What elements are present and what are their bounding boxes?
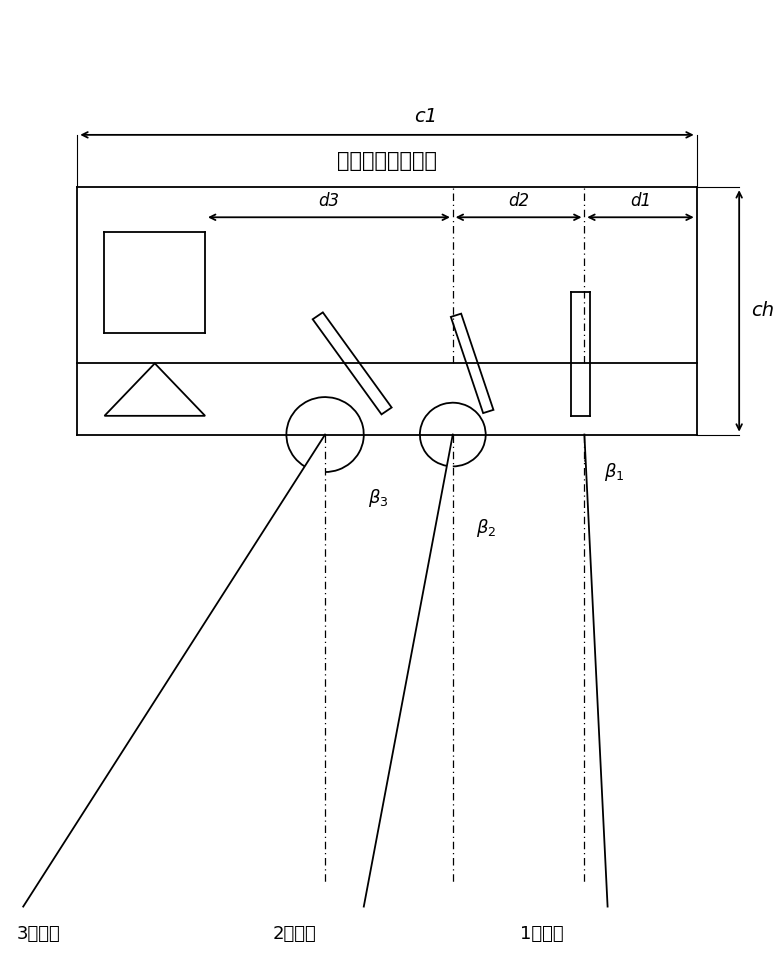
Text: $\beta_{2}$: $\beta_{2}$ <box>476 517 496 539</box>
Text: $\beta_{1}$: $\beta_{1}$ <box>604 461 624 483</box>
Text: 单侧结构光传感器: 单侧结构光传感器 <box>337 151 437 171</box>
Text: 1号激光: 1号激光 <box>520 925 563 943</box>
Text: ch: ch <box>751 301 774 320</box>
Text: 2号激光: 2号激光 <box>272 925 316 943</box>
Text: d1: d1 <box>630 192 651 209</box>
Text: 3号激光: 3号激光 <box>17 925 60 943</box>
Text: c1: c1 <box>414 107 437 126</box>
Text: $\beta_{3}$: $\beta_{3}$ <box>368 487 388 509</box>
Text: d3: d3 <box>318 192 340 209</box>
Text: d2: d2 <box>508 192 529 209</box>
